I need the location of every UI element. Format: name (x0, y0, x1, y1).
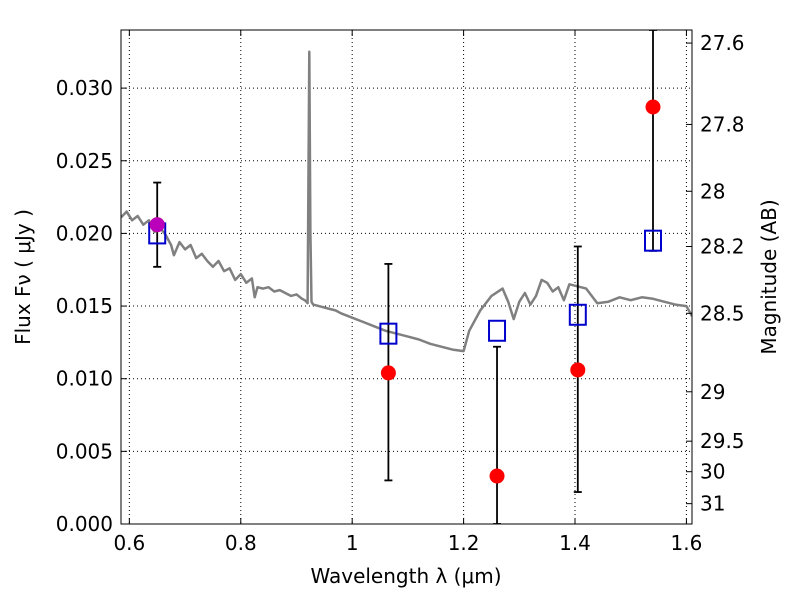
sed-template-line (121, 50, 692, 353)
y-tick-label: 0.030 (56, 76, 113, 100)
x-tick-label: 1.4 (559, 531, 591, 555)
right-tick-label: 29 (700, 380, 725, 404)
y-tick-label: 0.005 (56, 439, 113, 463)
model-square-marker (488, 319, 507, 342)
x-tick-label: 1.2 (448, 531, 480, 555)
y-axis-right: 27.6 27.8 28 28.2 28.5 29 29.5 30 31 (686, 31, 745, 516)
x-tick-label: 0.6 (113, 531, 145, 555)
y-tick-label: 0.010 (56, 367, 113, 391)
right-tick-label: 28.2 (700, 234, 745, 258)
y-tick-label: 0.020 (56, 221, 113, 245)
right-tick-label: 31 (700, 492, 725, 516)
x-axis-label: Wavelength λ (μm) (310, 564, 501, 588)
right-tick-label: 28 (700, 179, 725, 203)
y-axis-right-label: Magnitude (AB) (757, 199, 781, 354)
y-tick-label: 0.000 (56, 512, 113, 536)
series-layer (121, 30, 692, 524)
right-tick-label: 27.8 (700, 112, 745, 136)
model-square-marker (644, 229, 663, 252)
x-axis: 0.6 0.8 1 1.2 1.4 1.6 (113, 30, 702, 555)
y-tick-label: 0.025 (56, 149, 113, 173)
observed-point (570, 362, 586, 378)
observed-point (645, 99, 661, 115)
x-tick-label: 0.8 (225, 531, 257, 555)
plot-frame (120, 29, 693, 525)
plot-area (121, 30, 692, 524)
model-square-marker (379, 322, 398, 345)
right-tick-label: 27.6 (700, 31, 745, 55)
right-tick-label: 29.5 (700, 429, 745, 453)
right-tick-label: 30 (700, 460, 725, 484)
y-axis-left-label: Flux Fν ( μJy ) (11, 209, 35, 345)
x-tick-label: 1.6 (671, 531, 703, 555)
right-tick-label: 28.5 (700, 301, 745, 325)
observed-point (380, 365, 396, 381)
y-tick-label: 0.015 (56, 294, 113, 318)
highlighted-point (149, 217, 165, 233)
model-square-marker (568, 303, 587, 326)
observed-point (489, 468, 505, 484)
y-axis-left: 0.000 0.005 0.010 0.015 0.020 0.025 0.030 (56, 76, 127, 536)
x-tick-label: 1 (346, 531, 359, 555)
